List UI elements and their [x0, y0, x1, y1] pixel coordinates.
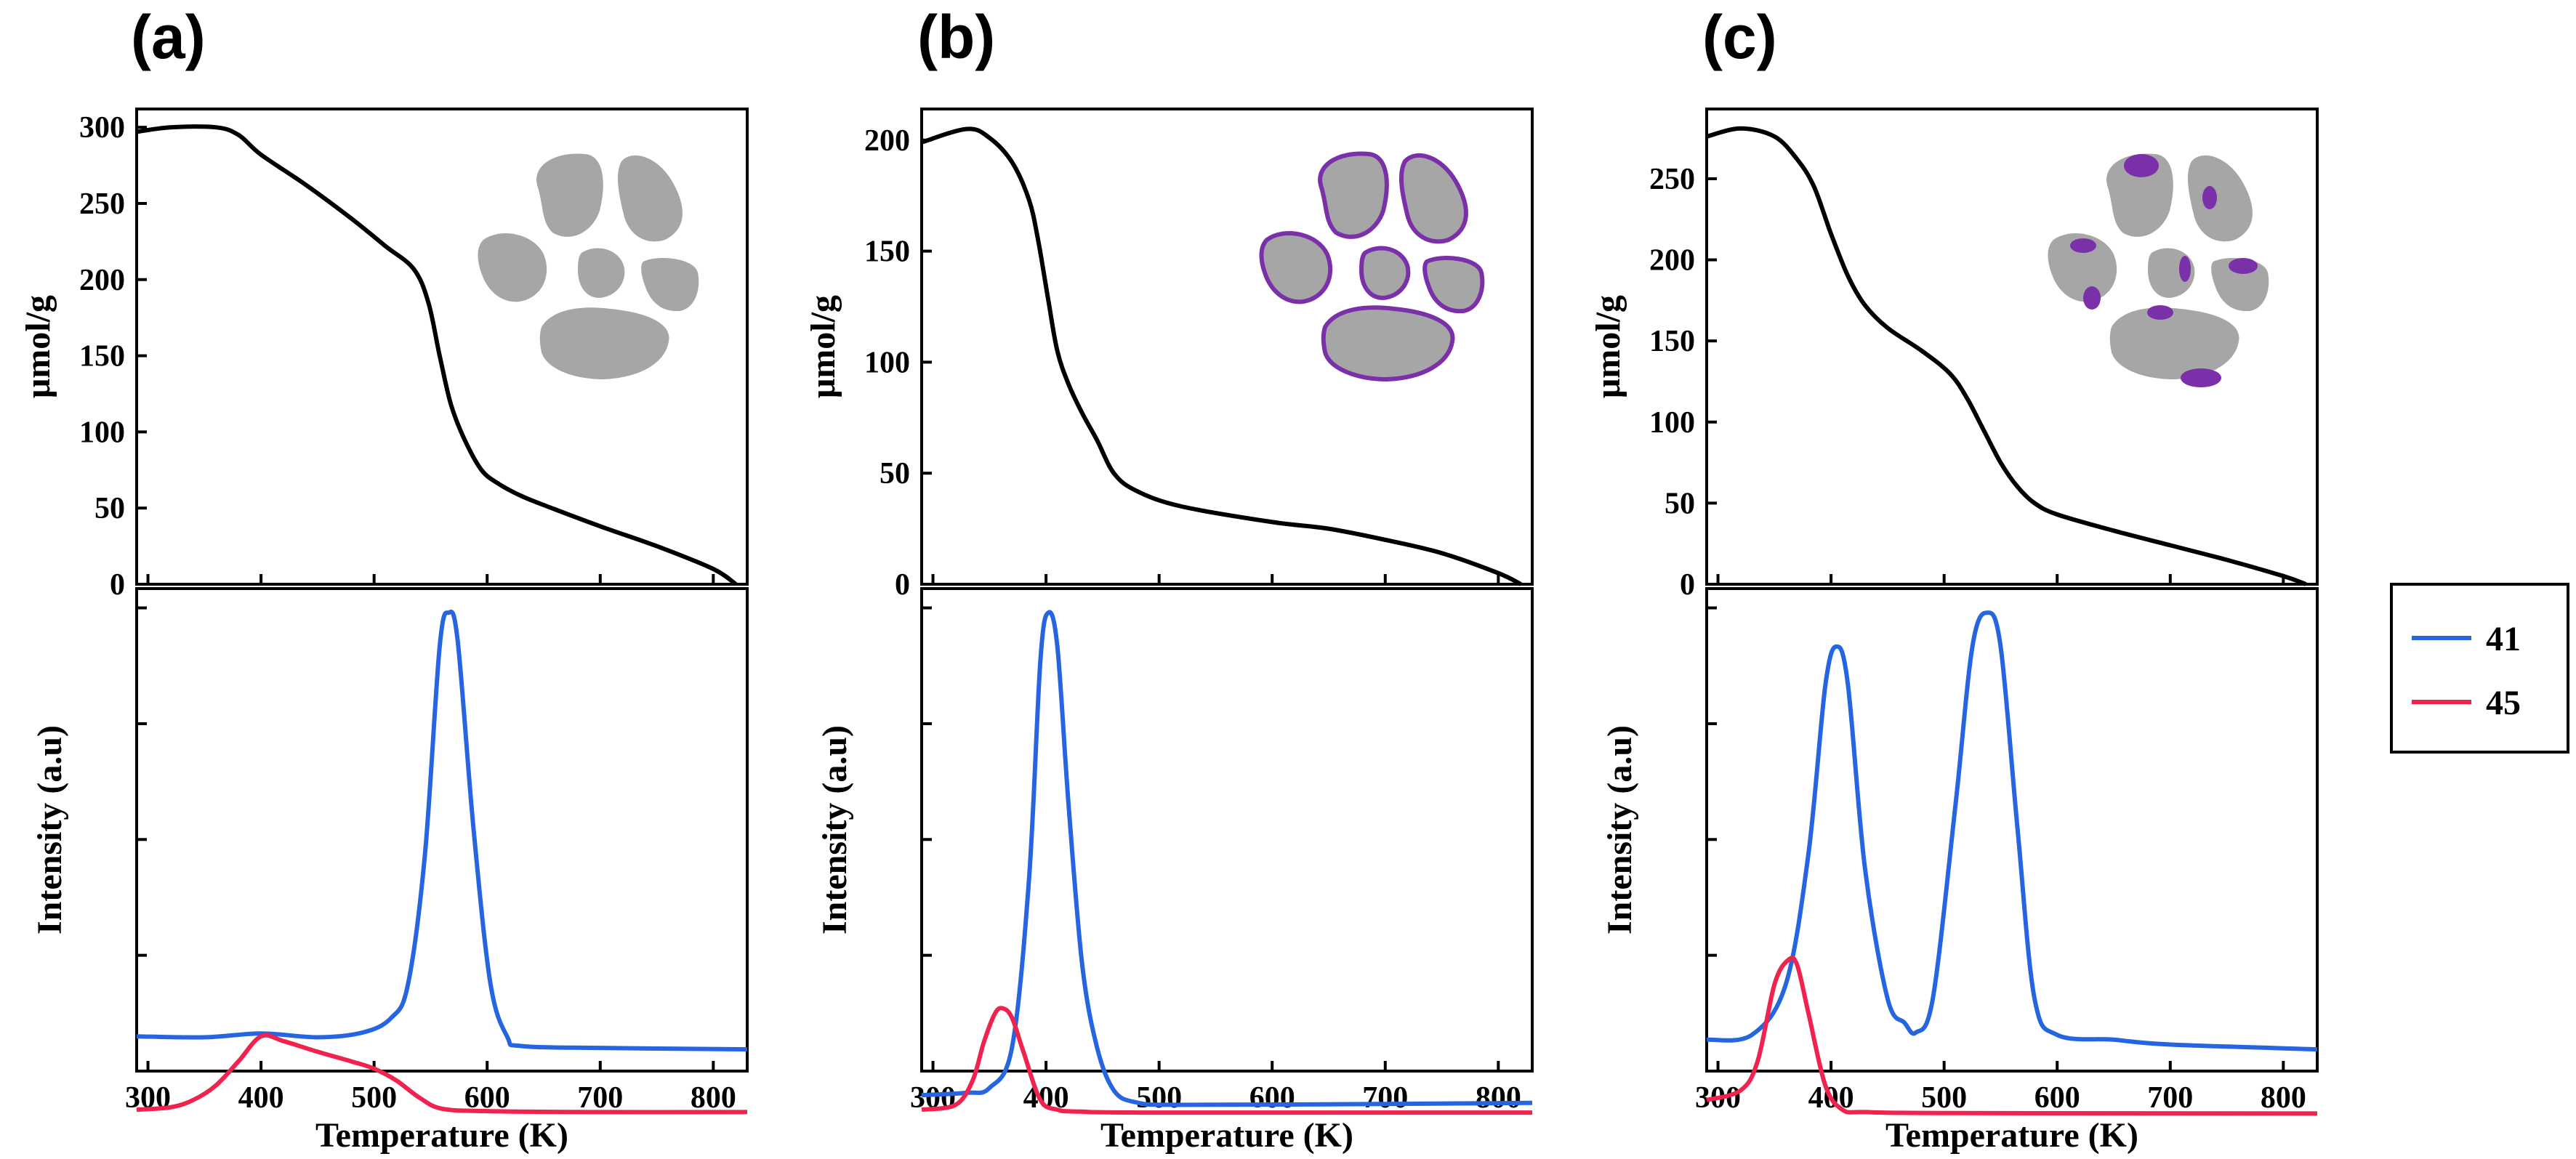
particle-cluster-illustration [478, 153, 699, 379]
top-y-axis: 0 50 100 150 200 [864, 124, 932, 602]
coated-particle-cluster-illustration [1259, 151, 1485, 382]
bottom-plot-frame [920, 587, 1534, 1073]
x-axis: 300 400 500 600 700 800 [1695, 1061, 2306, 1115]
top-y-tick-label: 100 [864, 346, 910, 379]
bottom-y-axis-title: Intensity (a.u) [816, 725, 854, 934]
panel-label: (a) [131, 3, 206, 71]
mass-45-series-line [136, 1033, 748, 1115]
top-y-tick-label: 150 [1649, 325, 1695, 358]
top-y-tick-label: 250 [1649, 163, 1695, 196]
top-y-tick-label: 50 [94, 492, 125, 525]
bottom-plot-frame [1705, 587, 2319, 1073]
top-y-tick-label: 0 [110, 568, 125, 602]
mass-41-series-line [921, 610, 1533, 1107]
uptake-series-line [136, 124, 738, 586]
uptake-series-line [921, 126, 1522, 586]
x-axis: 300 400 500 600 700 800 [125, 1061, 736, 1115]
top-y-axis-title: μmol/g [1589, 295, 1627, 398]
decorated-particle-cluster-illustration [2048, 153, 2269, 387]
panel-label: (b) [917, 3, 995, 71]
top-y-tick-label: 100 [1649, 406, 1695, 440]
top-y-axis-title: μmol/g [19, 295, 57, 398]
top-plot-frame [920, 108, 1534, 586]
top-y-tick-label: 200 [79, 264, 125, 297]
legend-label-45: 45 [2486, 684, 2521, 722]
x-axis-title: Temperature (K) [315, 1116, 568, 1155]
x-tick-label: 500 [1136, 1081, 1182, 1115]
x-tick-label: 700 [1362, 1081, 1408, 1115]
top-plot-frame [135, 108, 749, 586]
bottom-axis-ticks [1707, 574, 2285, 957]
legend: 41 45 [2390, 583, 2569, 754]
bottom-axis-ticks [922, 574, 1500, 957]
x-tick-label: 500 [1921, 1081, 1967, 1115]
top-y-tick-label: 250 [79, 187, 125, 221]
legend-label-41: 41 [2486, 620, 2521, 658]
top-y-tick-label: 200 [864, 124, 910, 158]
top-y-tick-label: 50 [880, 457, 910, 490]
uptake-series-line [1706, 126, 2307, 586]
top-y-tick-label: 150 [79, 340, 125, 373]
top-y-tick-label: 0 [1680, 568, 1695, 602]
x-axis-title: Temperature (K) [1885, 1116, 2138, 1155]
x-tick-label: 600 [2034, 1081, 2080, 1115]
top-y-tick-label: 50 [1665, 487, 1695, 520]
x-tick-label: 600 [1249, 1081, 1295, 1115]
top-y-tick-label: 300 [79, 111, 125, 145]
panel-label: (c) [1702, 3, 1777, 71]
mass-45-series-line [921, 1006, 1533, 1115]
x-tick-label: 800 [691, 1081, 736, 1115]
bottom-y-axis-title: Intensity (a.u) [1601, 725, 1639, 934]
bottom-axis-ticks [137, 574, 715, 957]
x-axis-title: Temperature (K) [1100, 1116, 1353, 1155]
x-tick-label: 700 [577, 1081, 623, 1115]
legend-frame [2390, 583, 2569, 754]
top-plot-frame [1705, 108, 2319, 586]
mass-45-series-line [1706, 956, 2318, 1116]
x-tick-label: 400 [238, 1081, 284, 1115]
mass-41-series-line [136, 609, 748, 1052]
top-y-tick-label: 100 [79, 416, 125, 449]
top-y-tick-label: 0 [895, 568, 910, 602]
bottom-y-axis-title: Intensity (a.u) [31, 725, 69, 934]
top-y-axis: 0 50 100 150 200 250 [1649, 163, 1717, 602]
x-tick-label: 800 [2261, 1081, 2306, 1115]
x-tick-label: 500 [351, 1081, 397, 1115]
bottom-plot-frame [135, 587, 749, 1073]
top-y-tick-label: 150 [864, 235, 910, 269]
x-tick-label: 700 [2147, 1081, 2193, 1115]
top-y-axis: 0 50 100 150 200 250 300 [79, 111, 147, 602]
mass-41-series-line [1706, 610, 2318, 1052]
top-y-axis-title: μmol/g [804, 295, 842, 398]
top-y-tick-label: 200 [1649, 244, 1695, 278]
x-tick-label: 800 [1476, 1081, 1521, 1115]
